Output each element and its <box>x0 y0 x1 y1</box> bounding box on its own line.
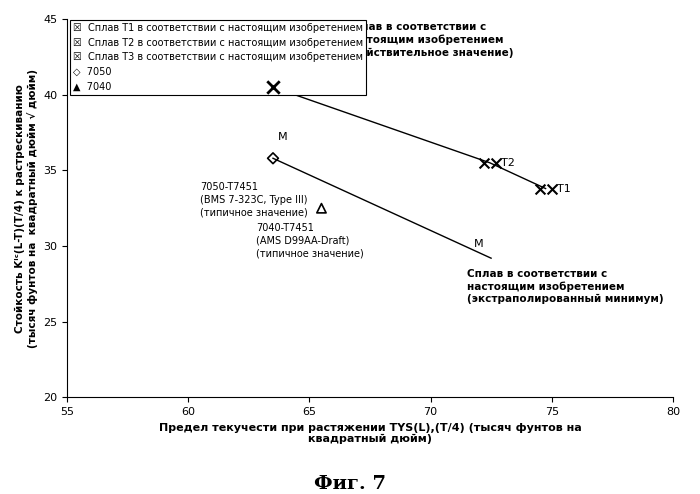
Text: T1: T1 <box>556 184 570 194</box>
Text: ☒  Сплав T1 в соответствии с настоящим изобретением
☒  Сплав T2 в соответствии с: ☒ Сплав T1 в соответствии с настоящим из… <box>73 23 363 92</box>
Y-axis label: Стойкость Kᴵᶜ(L-T)(T/4) к растрескиванию
(тысяч фунтов на  квадратный дюйм √ дюй: Стойкость Kᴵᶜ(L-T)(T/4) к растрескиванию… <box>15 69 38 348</box>
X-axis label: Предел текучести при растяжении TYS(L),(T/4) (тысяч фунтов на
квадратный дюйм): Предел текучести при растяжении TYS(L),(… <box>158 423 581 445</box>
Text: Фиг. 7: Фиг. 7 <box>314 475 386 493</box>
Text: M: M <box>474 239 484 249</box>
Point <box>478 159 489 167</box>
Text: Сплав в соответствии с
настоящим изобретением
(экстраполированный минимум): Сплав в соответствии с настоящим изобрет… <box>467 269 664 304</box>
Text: M: M <box>278 131 288 142</box>
Text: T3: T3 <box>280 82 294 92</box>
Point <box>267 154 279 162</box>
Text: T2: T2 <box>500 158 514 168</box>
Point <box>546 185 557 193</box>
Point <box>267 83 279 91</box>
Point <box>316 205 327 212</box>
Text: 7050-T7451
(BMS 7-323C, Type III)
(типичное значение): 7050-T7451 (BMS 7-323C, Type III) (типич… <box>200 182 308 217</box>
Text: 7040-T7451
(AMS D99AA-Draft)
(типичное значение): 7040-T7451 (AMS D99AA-Draft) (типичное з… <box>256 223 364 258</box>
Text: Сплав в соответствии с
настоящим изобретением
(действительное значение): Сплав в соответствии с настоящим изобрет… <box>346 22 513 58</box>
Point <box>534 185 545 193</box>
Point <box>490 159 501 167</box>
